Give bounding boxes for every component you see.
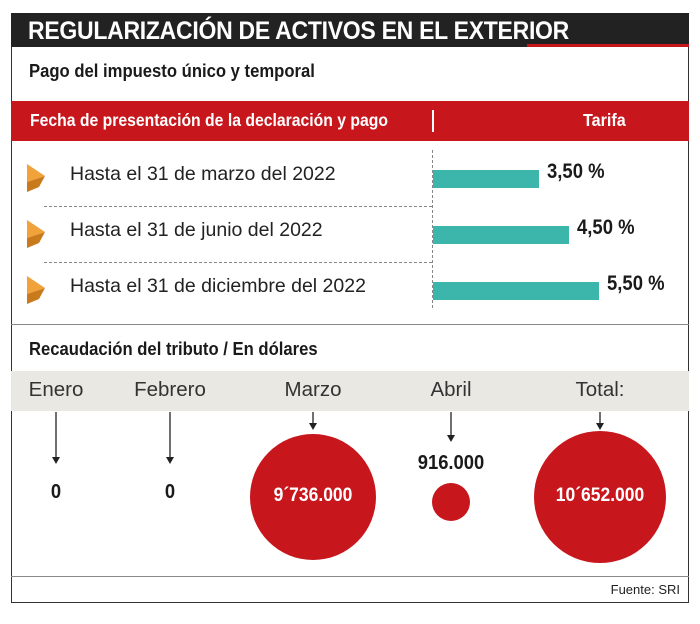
rate-bar bbox=[433, 282, 599, 300]
rate-row-date: Hasta el 31 de marzo del 2022 bbox=[70, 163, 336, 185]
month-label: Enero bbox=[28, 378, 84, 401]
collection-value-label: 916.000 bbox=[417, 452, 485, 474]
orange-triangle-arrow-icon bbox=[27, 164, 45, 192]
down-arrow-icon bbox=[447, 412, 455, 442]
row-divider bbox=[44, 206, 432, 207]
column-header-date: Fecha de presentación de la declaración … bbox=[30, 110, 389, 130]
title-accent-line bbox=[527, 44, 689, 47]
collection-bubble bbox=[534, 431, 666, 563]
collection-value-label: 0 bbox=[50, 481, 62, 503]
down-arrow-icon bbox=[309, 412, 317, 430]
source-note: Fuente: SRI bbox=[610, 582, 680, 597]
row-divider bbox=[44, 262, 432, 263]
orange-triangle-arrow-icon bbox=[27, 276, 45, 304]
month-label: Marzo bbox=[284, 378, 342, 401]
collection-value-label: 9´736.000 bbox=[273, 485, 353, 506]
down-arrow-icon bbox=[52, 412, 60, 464]
collection-bubble bbox=[250, 434, 376, 560]
column-header-separator bbox=[432, 110, 434, 132]
months-band bbox=[11, 371, 689, 411]
table-header-bar bbox=[11, 101, 689, 141]
orange-triangle-arrow-icon bbox=[27, 220, 45, 248]
rate-value-label: 4,50 % bbox=[577, 216, 635, 239]
month-label: Total: bbox=[575, 378, 625, 401]
page-title: REGULARIZACIÓN DE ACTIVOS EN EL EXTERIOR bbox=[28, 17, 570, 45]
column-header-rate: Tarifa bbox=[583, 110, 626, 130]
footer-divider bbox=[11, 576, 689, 577]
section-divider bbox=[11, 324, 689, 325]
column-divider bbox=[432, 150, 433, 308]
collection-value-label: 10´652.000 bbox=[555, 485, 645, 506]
title-bar bbox=[11, 13, 689, 47]
down-arrow-icon bbox=[596, 412, 604, 430]
rate-bar bbox=[433, 170, 539, 188]
subtitle: Pago del impuesto único y temporal bbox=[29, 60, 315, 81]
month-label: Febrero bbox=[134, 378, 206, 401]
collection-bubble bbox=[432, 483, 470, 521]
rate-bar bbox=[433, 226, 569, 244]
rate-value-label: 5,50 % bbox=[607, 272, 665, 295]
collection-value-label: 0 bbox=[164, 481, 176, 503]
down-arrow-icon bbox=[166, 412, 174, 464]
rate-value-label: 3,50 % bbox=[547, 160, 605, 183]
rate-row-date: Hasta el 31 de junio del 2022 bbox=[70, 219, 323, 241]
month-label: Abril bbox=[430, 378, 472, 401]
rate-row-date: Hasta el 31 de diciembre del 2022 bbox=[70, 275, 366, 297]
collection-title: Recaudación del tributo / En dólares bbox=[29, 338, 318, 359]
